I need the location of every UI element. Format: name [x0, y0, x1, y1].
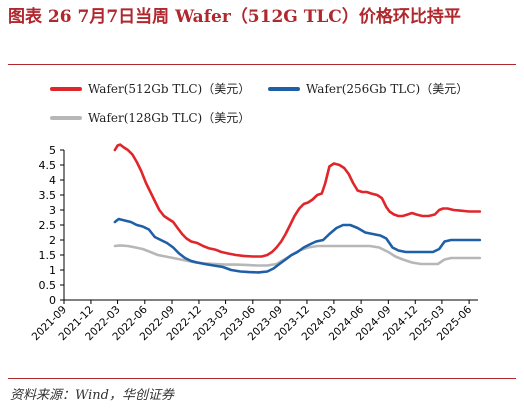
source-note: 资料来源：Wind，华创证券 [10, 388, 174, 403]
chart-axes [63, 150, 478, 301]
legend-swatch-128gb [50, 115, 82, 120]
chart-title: 图表 26 7月7日当周 Wafer（512G TLC）价格环比持平 [8, 7, 461, 27]
legend-item-256gb: Wafer(256Gb TLC)（美元） [268, 80, 468, 97]
line-chart: 0 0.5 1 1.5 2 2.5 3 3.5 4 4.5 5 2021-092021-122022… [30, 143, 482, 343]
x-axis-ticks: 2021-092021-122022-032022-062022-092022-… [30, 300, 474, 343]
chart-series [113, 143, 482, 274]
legend-label-256gb: Wafer(256Gb TLC)（美元） [306, 82, 469, 96]
legend-item-512gb: Wafer(512Gb TLC)（美元） [50, 80, 250, 97]
y-tick-label: 3 [49, 204, 56, 217]
y-tick-label: 2 [49, 234, 56, 247]
y-axis-ticks: 0 0.5 1 1.5 2 2.5 3 3.5 4 4.5 5 [39, 144, 64, 307]
y-tick-label: 4.5 [39, 159, 57, 172]
y-tick-label: 3.5 [39, 189, 57, 202]
legend-swatch-256gb [268, 86, 300, 91]
legend-swatch-512gb [50, 86, 82, 91]
source-divider [8, 378, 516, 379]
y-tick-label: 5 [49, 144, 56, 157]
series-line-256gb [113, 217, 482, 274]
series-line-128gb [113, 244, 482, 267]
title-divider [8, 64, 516, 65]
legend-label-128gb: Wafer(128Gb TLC)（美元） [88, 111, 251, 125]
series-line-512gb [113, 143, 482, 258]
legend-item-128gb: Wafer(128Gb TLC)（美元） [50, 109, 250, 126]
y-tick-label: 1.5 [39, 249, 57, 262]
y-tick-label: 0 [49, 294, 56, 307]
legend-label-512gb: Wafer(512Gb TLC)（美元） [88, 82, 251, 96]
y-tick-label: 4 [49, 174, 56, 187]
y-tick-label: 2.5 [39, 219, 57, 232]
y-tick-label: 1 [49, 264, 56, 277]
y-tick-label: 0.5 [39, 279, 57, 292]
